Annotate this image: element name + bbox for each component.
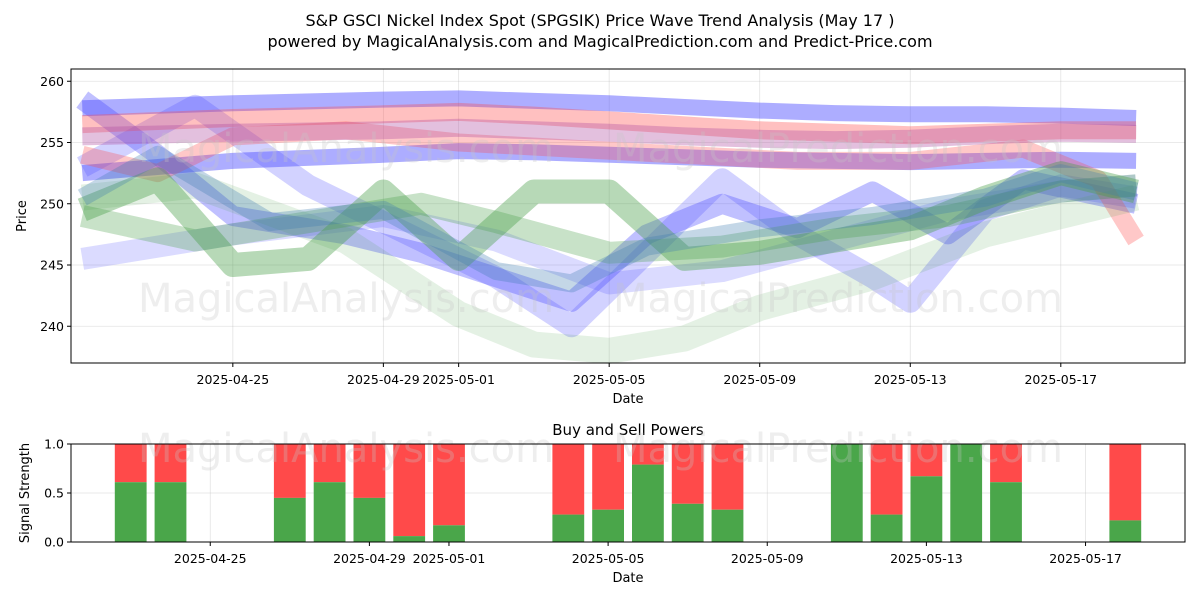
- price-grid: [71, 69, 1185, 363]
- sell-power-bar: [632, 444, 664, 465]
- wave-band-4: [77, 94, 1138, 338]
- price-x-tick-label: 2025-04-25: [197, 372, 270, 387]
- watermark-top-right: MagicalPrediction.com: [613, 276, 1063, 322]
- sell-power-bar: [910, 444, 943, 477]
- buy-power-bar: [950, 444, 983, 542]
- wave-band-12: [77, 145, 1139, 293]
- signal-y-axis-label: Signal Strength: [18, 443, 33, 543]
- sell-power-bar: [353, 444, 386, 498]
- buy-power-bar: [632, 464, 664, 542]
- sell-power-bar: [990, 444, 1022, 483]
- buy-power-bar: [313, 482, 346, 542]
- price-x-ticks: 2025-04-25 2025-04-29 2025-05-01 2025-05-05…: [197, 363, 1097, 387]
- chart-title: S&P GSCI Nickel Index Spot (SPGSIK) Pric…: [305, 11, 894, 30]
- price-x-tick-label: 2025-04-29: [347, 372, 420, 387]
- price-x-tick-label: 2025-05-13: [874, 372, 947, 387]
- price-x-tick-label: 2025-05-09: [723, 372, 796, 387]
- buy-power-bar: [433, 525, 465, 542]
- price-y-tick-label: 255: [40, 135, 64, 150]
- signal-x-ticks: 2025-04-25 2025-04-29 2025-05-01 2025-05-05…: [174, 542, 1122, 566]
- sell-power-bar: [671, 444, 704, 504]
- buy-power-bar: [273, 497, 306, 542]
- buy-power-bar: [592, 509, 624, 542]
- sell-power-bar: [870, 444, 903, 515]
- signal-x-tick-label: 2025-04-25: [174, 551, 247, 566]
- signal-x-tick-label: 2025-05-17: [1049, 551, 1122, 566]
- buy-power-bar: [393, 536, 426, 542]
- sell-power-bar: [1109, 444, 1142, 521]
- sell-power-bar: [592, 444, 624, 510]
- wave-band-10: [79, 174, 1137, 264]
- sell-power-bar: [552, 444, 585, 515]
- wave-band-2: [81, 143, 1137, 182]
- sell-power-bar: [114, 444, 147, 483]
- buy-power-bar: [711, 509, 744, 542]
- wave-band-9: [77, 161, 1139, 277]
- signal-bars: [114, 444, 1142, 542]
- price-y-ticks: 240 245 250 255 260: [40, 74, 71, 334]
- buy-power-bar: [353, 497, 386, 542]
- signal-x-tick-label: 2025-05-09: [731, 551, 804, 566]
- signal-y-tick-label: 0.0: [44, 535, 64, 550]
- signal-y-tick-label: 1.0: [44, 437, 64, 452]
- sell-power-bar: [433, 444, 465, 526]
- signal-chart-title: Buy and Sell Powers: [552, 421, 704, 439]
- price-plot-frame: [70, 68, 1186, 364]
- price-y-tick-label: 250: [40, 196, 64, 211]
- wave-band-7: [80, 121, 1144, 246]
- price-series: [76, 90, 1144, 364]
- signal-y-ticks: 0.0 0.5 1.0: [44, 437, 71, 550]
- price-y-tick-label: 245: [40, 258, 64, 273]
- signal-chart: Buy and Sell Powers MagicalAnalysis.com …: [18, 421, 1186, 586]
- buy-power-bar: [552, 514, 585, 542]
- price-x-tick-label: 2025-05-01: [422, 372, 495, 387]
- wave-band-8: [82, 118, 1137, 150]
- sell-power-bar: [711, 444, 744, 510]
- wave-band-3: [76, 91, 1139, 312]
- signal-x-tick-label: 2025-05-13: [890, 551, 963, 566]
- sell-power-bar: [154, 444, 187, 483]
- signal-x-tick-label: 2025-05-05: [572, 551, 645, 566]
- signal-x-axis-label: Date: [612, 571, 643, 586]
- price-y-tick-label: 260: [40, 74, 64, 89]
- buy-power-bar: [671, 503, 704, 542]
- buy-power-bar: [114, 482, 147, 542]
- price-chart: MagicalAnalysis.com MagicalPrediction.co…: [15, 68, 1186, 407]
- sell-power-bar: [273, 444, 306, 498]
- watermark-bottom-right: MagicalPrediction.com: [613, 426, 1063, 472]
- watermark-top-mid-right: MagicalPrediction.com: [613, 126, 1063, 172]
- watermark-top-mid-left: MagicalAnalysis.com: [138, 126, 554, 172]
- buy-power-bar: [870, 514, 903, 542]
- wave-band-6: [81, 102, 1137, 145]
- wave-band-11: [80, 172, 1140, 364]
- price-y-tick-label: 240: [40, 319, 64, 334]
- price-y-axis-label: Price: [15, 200, 30, 232]
- chart-subtitle: powered by MagicalAnalysis.com and Magic…: [267, 32, 932, 51]
- watermark-bottom-left: MagicalAnalysis.com: [138, 426, 554, 472]
- watermark-top-left: MagicalAnalysis.com: [138, 276, 554, 322]
- sell-power-bar: [313, 444, 346, 483]
- buy-power-bar: [990, 482, 1022, 542]
- signal-x-tick-label: 2025-05-01: [413, 551, 486, 566]
- wave-band-1: [82, 90, 1137, 126]
- signal-y-tick-label: 0.5: [44, 486, 64, 501]
- buy-power-bar: [1109, 520, 1142, 542]
- price-x-tick-label: 2025-05-05: [573, 372, 646, 387]
- wave-band-5: [80, 174, 1137, 295]
- buy-power-bar: [910, 476, 943, 542]
- buy-power-bar: [154, 482, 187, 542]
- price-x-axis-label: Date: [612, 392, 643, 407]
- sell-power-bar: [393, 444, 426, 537]
- signal-x-tick-label: 2025-04-29: [333, 551, 406, 566]
- price-x-tick-label: 2025-05-17: [1024, 372, 1097, 387]
- buy-power-bar: [830, 444, 863, 542]
